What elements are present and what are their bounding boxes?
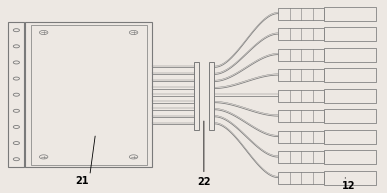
Text: 21: 21: [75, 176, 89, 186]
Bar: [278, 28, 324, 40]
Bar: [324, 68, 376, 82]
Bar: [278, 48, 324, 61]
Bar: [8, 22, 24, 167]
Bar: [278, 110, 324, 122]
Bar: [324, 47, 376, 62]
Bar: [324, 7, 376, 21]
Bar: [324, 171, 376, 185]
Text: 12: 12: [342, 181, 356, 191]
Text: 22: 22: [197, 177, 211, 187]
Bar: [278, 172, 324, 184]
Bar: [324, 150, 376, 164]
Bar: [25, 22, 152, 167]
Bar: [194, 62, 199, 130]
Bar: [278, 151, 324, 163]
Bar: [324, 27, 376, 41]
Bar: [278, 130, 324, 143]
Bar: [278, 90, 324, 102]
Bar: [31, 25, 147, 165]
Bar: [324, 109, 376, 123]
Bar: [324, 89, 376, 103]
Bar: [209, 62, 214, 130]
Bar: [324, 130, 376, 144]
Bar: [278, 8, 324, 20]
Bar: [278, 69, 324, 81]
